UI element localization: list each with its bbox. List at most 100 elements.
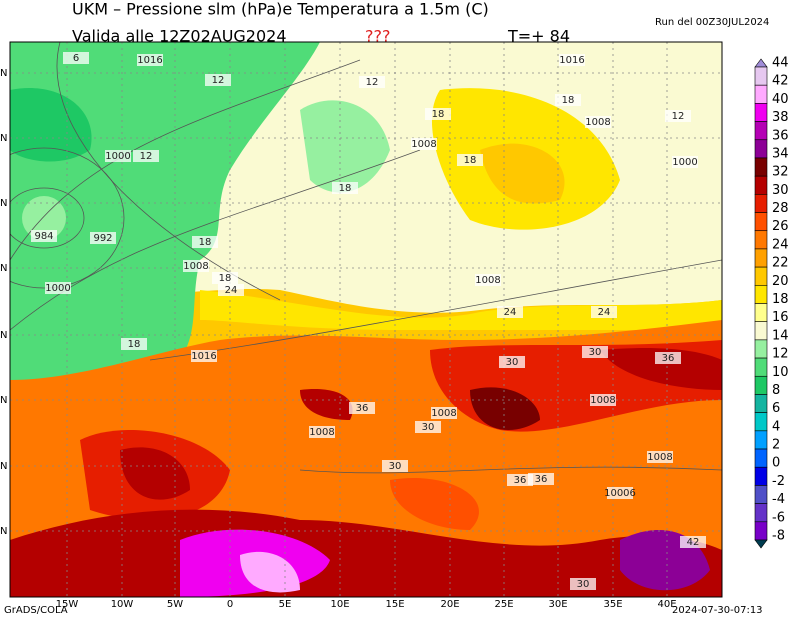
contour-label-bg [218, 284, 244, 296]
contour-label-bg [415, 421, 441, 433]
lat-label: N [0, 68, 7, 79]
lat-label: N [0, 330, 7, 341]
contour-label-bg [191, 350, 217, 362]
contour-label: 1008 [475, 275, 500, 286]
contour-label-bg [359, 76, 385, 88]
contour-label-bg [349, 402, 375, 414]
contour-label: 18 [339, 183, 352, 194]
contour-label-bg [655, 352, 681, 364]
colorbar-band [754, 339, 768, 359]
contour-label-bg [665, 110, 691, 122]
contour-label: 24 [504, 307, 517, 318]
contour-label-bg [590, 394, 616, 406]
colorbar-label: -6 [772, 510, 785, 525]
contour-label-bg [591, 306, 617, 318]
contour-label: 1008 [647, 452, 672, 463]
colorbar-label: 30 [772, 183, 789, 198]
colorbar-label: 40 [772, 92, 789, 107]
colorbar-label: 2 [772, 438, 780, 453]
contour-label: 24 [598, 307, 611, 318]
contour-label: 1016 [191, 351, 216, 362]
colorbar-band [754, 66, 768, 86]
contour-label: 1008 [590, 395, 615, 406]
colorbar-label: -4 [772, 492, 785, 507]
colorbar-band [754, 375, 768, 395]
contour-label: 12 [672, 111, 685, 122]
contour-label-bg [183, 260, 209, 272]
colorbar-band [754, 194, 768, 213]
lon-label: 40E [657, 599, 676, 610]
lon-label: 10E [330, 599, 349, 610]
contour-label: 1008 [431, 408, 456, 419]
contour-label: 1008 [585, 117, 610, 128]
colorbar-label: 4 [772, 419, 780, 434]
lat-label: N [0, 198, 7, 209]
footer-left: GrADS/COLA [4, 605, 68, 616]
contour-label: 1000 [672, 157, 697, 168]
valid-label: Valida alle 12Z02AUG2024 [72, 27, 287, 46]
colorbar-band [754, 121, 768, 141]
colorbar-band [754, 266, 768, 286]
contour-label: 1008 [183, 261, 208, 272]
contour-label-bg [212, 272, 238, 284]
lat-label: N [0, 461, 7, 472]
contour-label-bg [192, 236, 218, 248]
colorbar-label: 28 [772, 201, 789, 216]
colorbar-band [754, 430, 768, 450]
contour-label: 30 [506, 357, 519, 368]
step-label: T=+ 84 [507, 27, 570, 46]
lon-label: 15W [56, 599, 79, 610]
contour-label-bg [309, 426, 335, 438]
contour-label: 18 [199, 237, 212, 248]
contour-label: 18 [562, 95, 575, 106]
contour-label: 12 [212, 75, 225, 86]
colorbar-label: 8 [772, 383, 780, 398]
contour-label: 30 [389, 461, 402, 472]
contour-label: 18 [464, 155, 477, 166]
map-frame [9, 41, 723, 598]
contour-label-bg [497, 306, 523, 318]
colorbar-band [754, 321, 768, 341]
colorbar-label: 16 [772, 310, 789, 325]
contour-label: 36 [356, 403, 369, 414]
contour-label-bg [90, 232, 116, 244]
colorbar-band [754, 448, 768, 468]
contour-label-bg [137, 54, 163, 66]
contour-label: 42 [687, 537, 700, 548]
contour-label-bg [121, 338, 147, 350]
contour-label-bg [382, 460, 408, 472]
colorbar-band [754, 466, 768, 486]
colorbar-band [754, 412, 768, 432]
contour-label-bg [507, 474, 533, 486]
lat-label: N [0, 133, 7, 144]
colorbar-label: 34 [772, 146, 789, 161]
contour-label-bg [411, 138, 437, 150]
contour-label-bg [585, 116, 611, 128]
colorbar-label: 44 [772, 56, 789, 71]
contour-label: 30 [589, 347, 602, 358]
colorbar-band [754, 212, 768, 232]
colorbar-label: 10 [772, 365, 789, 380]
contour-label: 12 [366, 77, 379, 88]
contour-label: 1008 [411, 139, 436, 150]
contour-label-bg [475, 274, 501, 286]
colorbar-label: 20 [772, 274, 789, 289]
contour-label-bg [133, 150, 159, 162]
contour-label: 10006 [604, 488, 636, 499]
contour-label: 24 [225, 285, 238, 296]
colorbar-cap [754, 539, 768, 549]
colorbar-band [754, 394, 768, 413]
contour-label: 36 [535, 474, 548, 485]
colorbar-cap [754, 58, 768, 68]
contour-label-bg [431, 407, 457, 419]
colorbar-label: 24 [772, 237, 789, 252]
contour-label-bg [607, 487, 633, 499]
contour-label-bg [582, 346, 608, 358]
contour-label: 992 [93, 233, 112, 244]
colorbar-label: 36 [772, 128, 789, 143]
colorbar-band [754, 303, 768, 322]
contour-label-bg [63, 52, 89, 64]
lon-label: 20E [440, 599, 459, 610]
